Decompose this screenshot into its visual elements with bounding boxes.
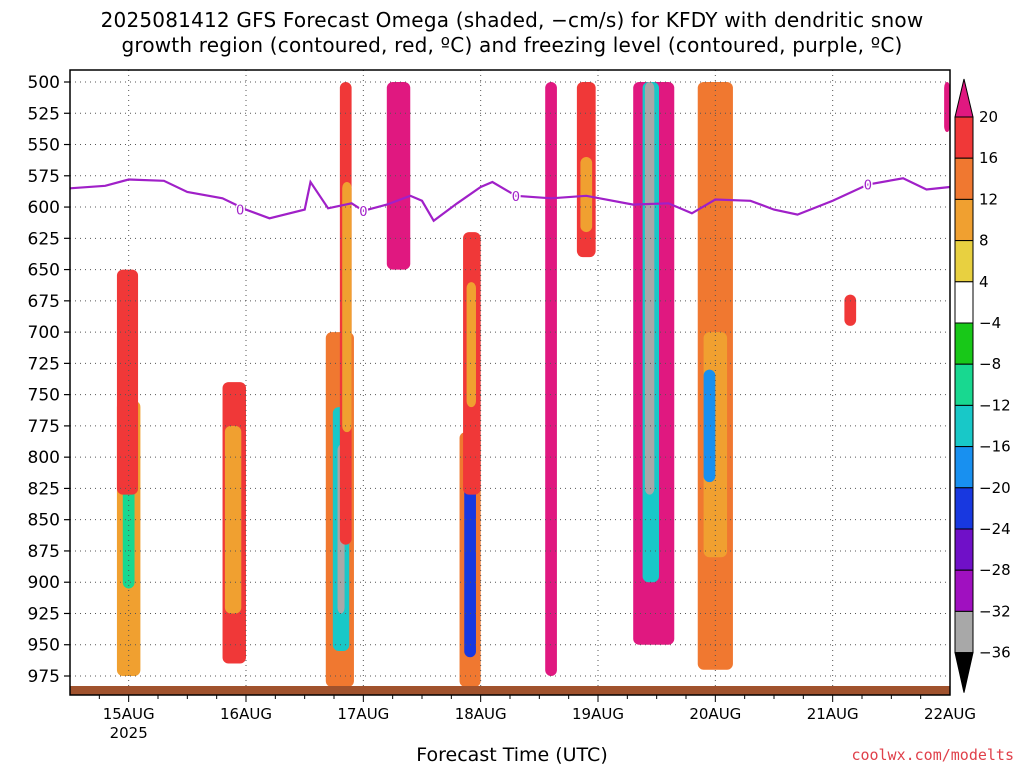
- y-tick-label-775: 775: [28, 417, 60, 437]
- colorbar-swatch-3: [954, 198, 974, 242]
- x-tick-label-19AUG: 19AUG: [572, 705, 624, 723]
- colorbar-label-11: −28: [979, 561, 1011, 579]
- colorbar-swatch-6: [954, 322, 974, 365]
- credit-link[interactable]: coolwx.com/modelts: [851, 746, 1014, 764]
- y-tick-label-675: 675: [28, 292, 60, 312]
- colorbar-label-10: −24: [979, 520, 1011, 538]
- colorbar-swatch-7: [954, 363, 974, 406]
- y-axis: 500 525 550 575 600 625 650 675 700 725 750 775 800 8…: [28, 73, 70, 687]
- colorbar-label-6: −8: [979, 355, 1001, 373]
- colorbar-swatch-12: [954, 569, 974, 612]
- colorbar-label-7: −12: [979, 396, 1011, 414]
- y-tick-label-850: 850: [28, 511, 60, 531]
- freezing-level-label-1: 0: [359, 205, 367, 220]
- x-tick-label-22AUG: 22AUG: [924, 705, 976, 723]
- y-tick-label-825: 825: [28, 479, 60, 499]
- y-tick-label-950: 950: [28, 636, 60, 656]
- colorbar-label-9: −20: [979, 479, 1011, 497]
- omega-cell-10: [386, 82, 411, 270]
- plot-frame: [69, 69, 951, 696]
- omega-cell-1: [122, 488, 135, 589]
- x-axis-title: Forecast Time (UTC): [416, 744, 608, 766]
- freezing-level-label-0: 0: [236, 204, 244, 219]
- freezing-level-label-2: 0: [512, 190, 520, 205]
- colorbar-swatch-10: [954, 487, 974, 530]
- y-tick-label-875: 875: [28, 542, 60, 562]
- omega-cell-12: [464, 469, 476, 658]
- y-tick-label-500: 500: [28, 73, 60, 93]
- colorbar-label-0: 20: [979, 108, 998, 126]
- y-tick-label-575: 575: [28, 167, 60, 187]
- colorbar-swatch-4: [954, 240, 974, 283]
- colorbar-label-8: −16: [979, 438, 1011, 456]
- colorbar-swatch-2: [954, 157, 974, 200]
- colorbar-top-arrow: [954, 78, 974, 118]
- colorbar-swatch-11: [954, 528, 974, 571]
- x-tick-sublabel: 2025: [110, 724, 148, 742]
- omega-cell-2: [116, 269, 139, 495]
- chart-title: 2025081412 GFS Forecast Omega (shaded, −…: [0, 8, 1024, 58]
- x-tick-label-18AUG: 18AUG: [455, 705, 507, 723]
- y-tick-label-625: 625: [28, 229, 60, 249]
- colorbar-label-5: −4: [979, 314, 1001, 332]
- y-tick-label-975: 975: [28, 667, 60, 687]
- omega-cell-15: [545, 82, 557, 676]
- colorbar-label-4: 4: [979, 273, 989, 291]
- colorbar-swatch-13: [954, 610, 974, 654]
- y-tick-label-750: 750: [28, 386, 60, 406]
- ground-surface: [70, 686, 950, 695]
- omega-cell-20: [644, 82, 655, 495]
- y-tick-label-600: 600: [28, 198, 60, 218]
- y-tick-label-525: 525: [28, 104, 60, 124]
- x-tick-label-17AUG: 17AUG: [337, 705, 389, 723]
- omega-cell-24: [844, 294, 857, 326]
- y-tick-label-725: 725: [28, 354, 60, 374]
- x-tick-label-20AUG: 20AUG: [689, 705, 741, 723]
- y-tick-label-800: 800: [28, 448, 60, 468]
- colorbar-swatch-9: [954, 446, 974, 489]
- colorbar-label-2: 12: [979, 190, 998, 208]
- colorbar-swatch-5: [954, 281, 974, 324]
- y-tick-label-650: 650: [28, 261, 60, 281]
- colorbar-bottom-arrow: [954, 652, 974, 693]
- colorbar-label-1: 16: [979, 149, 998, 167]
- y-tick-label-550: 550: [28, 136, 60, 156]
- colorbar-label-12: −32: [979, 602, 1011, 620]
- freezing-level-label-3: 0: [864, 179, 872, 194]
- omega-cell-14: [466, 282, 476, 408]
- x-tick-label-16AUG: 16AUG: [220, 705, 272, 723]
- omega-shading: [116, 82, 950, 687]
- x-tick-label-15AUG: 15AUG: [103, 705, 155, 723]
- y-tick-label-900: 900: [28, 573, 60, 593]
- omega-cell-17: [580, 157, 593, 233]
- colorbar-swatch-1: [954, 116, 974, 159]
- chart-title-line2: growth region (contoured, red, ºC) and f…: [121, 33, 903, 57]
- omega-cell-25: [944, 82, 950, 133]
- ground-bar: [70, 686, 950, 695]
- freezing-level-contour: 0 0 0 0: [69, 177, 951, 223]
- freezing-level-line: [69, 177, 951, 223]
- colorbar-label-3: 8: [979, 232, 989, 250]
- y-tick-label-925: 925: [28, 604, 60, 624]
- x-tick-label-21AUG: 21AUG: [807, 705, 859, 723]
- colorbar-label-13: −36: [979, 644, 1011, 662]
- colorbar-swatch-8: [954, 404, 974, 448]
- omega-cell-9: [342, 182, 352, 433]
- y-tick-label-700: 700: [28, 323, 60, 343]
- omega-cell-23: [703, 369, 716, 483]
- grid-lines: [70, 70, 951, 695]
- colorbar: 20 16 12 8 4 −4 −8 −12 −16 −20 −24 −28 −32 −36: [954, 78, 1011, 693]
- chart-title-line1: 2025081412 GFS Forecast Omega (shaded, −…: [100, 8, 924, 32]
- omega-cell-4: [224, 425, 242, 614]
